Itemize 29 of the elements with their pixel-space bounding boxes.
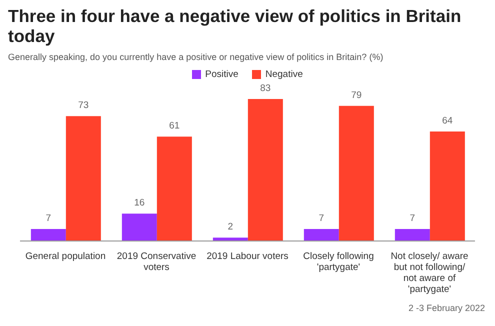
data-label: 61 xyxy=(169,120,180,132)
legend-label: Negative xyxy=(264,69,303,80)
data-label: 79 xyxy=(351,90,362,101)
data-label: 7 xyxy=(46,213,52,224)
bar xyxy=(338,106,374,241)
bar xyxy=(30,229,66,241)
data-label: 83 xyxy=(260,83,271,94)
data-label: 64 xyxy=(442,116,453,127)
legend-label: Positive xyxy=(204,69,238,80)
x-tick-label: General population xyxy=(25,251,106,262)
data-label: 2 xyxy=(228,222,234,233)
bar xyxy=(66,116,101,241)
bar xyxy=(394,229,430,241)
data-label: 7 xyxy=(410,213,416,224)
x-tick-label: 2019 Conservative voters xyxy=(116,251,196,273)
chart-subtitle: Generally speaking, do you currently have a positive or negative view of politics in Britain? (%) xyxy=(8,52,384,62)
data-label: 7 xyxy=(318,213,324,224)
bar xyxy=(304,229,339,241)
x-tick-label: Not closely/ aware but not following/ not aware of 'partygate' xyxy=(390,251,468,295)
x-tick-label: Closely following 'partygate' xyxy=(303,251,374,273)
text: 2 -3 February 2022 xyxy=(408,303,485,313)
bar xyxy=(156,136,192,241)
data-label: 73 xyxy=(78,100,89,112)
x-tick-label: 2019 Labour voters xyxy=(206,251,289,262)
data-label: 16 xyxy=(134,198,145,209)
chart-title: Three in four have a negative view of politics in Britain today xyxy=(8,6,462,46)
bar xyxy=(248,99,283,241)
bar xyxy=(430,132,465,241)
bar xyxy=(122,214,157,241)
